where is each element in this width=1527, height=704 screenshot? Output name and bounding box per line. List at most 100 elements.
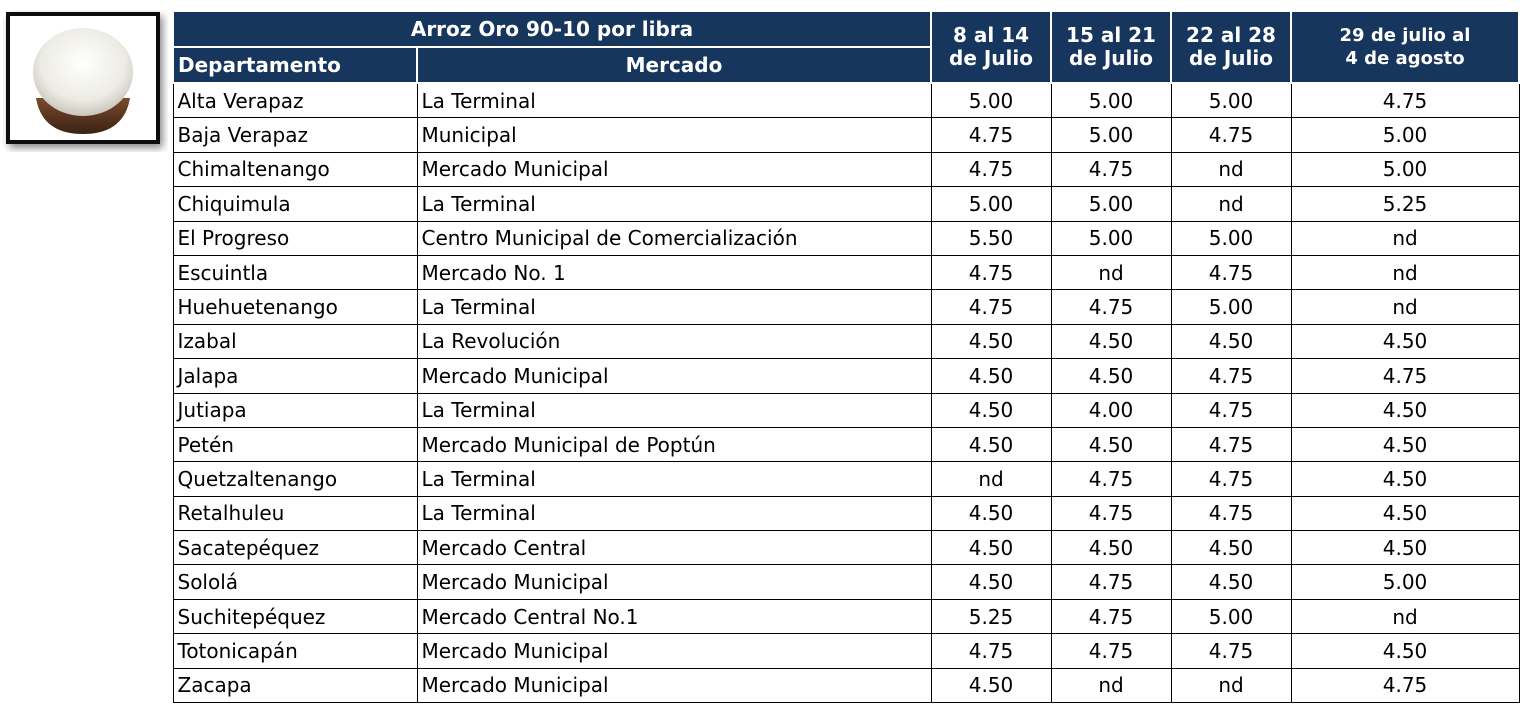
- price-cell: 4.50: [931, 427, 1051, 461]
- price-cell: 4.50: [931, 668, 1051, 702]
- department-cell: Huehuetenango: [173, 290, 417, 324]
- price-cell: 5.00: [1291, 118, 1519, 152]
- price-cell: 4.75: [1051, 152, 1171, 186]
- price-cell: 4.75: [1171, 393, 1291, 427]
- market-cell: Mercado Municipal de Poptún: [417, 427, 931, 461]
- price-cell: 5.50: [931, 221, 1051, 255]
- department-cell: Sololá: [173, 565, 417, 599]
- price-cell: 5.00: [1291, 152, 1519, 186]
- department-cell: Jutiapa: [173, 393, 417, 427]
- price-cell: 4.75: [1171, 462, 1291, 496]
- price-cell: nd: [1051, 668, 1171, 702]
- market-cell: La Terminal: [417, 187, 931, 221]
- price-cell: 4.50: [1291, 634, 1519, 668]
- price-cell: 5.00: [1051, 221, 1171, 255]
- week-header-line: 15 al 21: [1052, 24, 1170, 47]
- price-cell: 4.50: [1171, 565, 1291, 599]
- price-cell: 4.50: [1291, 393, 1519, 427]
- price-cell: 5.00: [1171, 599, 1291, 633]
- department-cell: Chimaltenango: [173, 152, 417, 186]
- price-cell: 4.75: [931, 118, 1051, 152]
- market-cell: La Terminal: [417, 393, 931, 427]
- price-cell: 4.50: [931, 531, 1051, 565]
- price-cell: 4.75: [1171, 359, 1291, 393]
- price-cell: 4.75: [1171, 427, 1291, 461]
- table-title: Arroz Oro 90-10 por libra: [173, 11, 931, 47]
- department-cell: Baja Verapaz: [173, 118, 417, 152]
- market-cell: Mercado No. 1: [417, 255, 931, 289]
- market-cell: Mercado Central No.1: [417, 599, 931, 633]
- week-header-line: 4 de agosto: [1292, 47, 1518, 70]
- price-cell: 4.75: [931, 290, 1051, 324]
- price-cell: nd: [1051, 255, 1171, 289]
- price-cell: nd: [1171, 187, 1291, 221]
- price-cell: 4.75: [1171, 118, 1291, 152]
- department-cell: Totonicapán: [173, 634, 417, 668]
- department-cell: Escuintla: [173, 255, 417, 289]
- table-row: PeténMercado Municipal de Poptún4.504.50…: [173, 427, 1519, 461]
- table-row: RetalhuleuLa Terminal4.504.754.754.50: [173, 496, 1519, 530]
- price-cell: 4.50: [931, 324, 1051, 358]
- price-cell: 4.75: [1051, 290, 1171, 324]
- market-cell: La Terminal: [417, 496, 931, 530]
- price-cell: 4.50: [931, 496, 1051, 530]
- price-cell: 4.50: [1291, 496, 1519, 530]
- price-cell: 4.75: [1051, 599, 1171, 633]
- price-cell: 5.00: [1291, 565, 1519, 599]
- week-header-line: de Julio: [932, 47, 1050, 70]
- department-cell: Sacatepéquez: [173, 531, 417, 565]
- column-header: Mercado: [417, 47, 931, 83]
- department-cell: Chiquimula: [173, 187, 417, 221]
- market-cell: Municipal: [417, 118, 931, 152]
- price-cell: 5.25: [931, 599, 1051, 633]
- price-cell: 4.75: [1051, 565, 1171, 599]
- price-cell: 4.50: [1291, 531, 1519, 565]
- price-cell: 4.50: [1291, 427, 1519, 461]
- department-cell: Alta Verapaz: [173, 83, 417, 118]
- price-cell: 4.75: [1171, 634, 1291, 668]
- table-row: El ProgresoCentro Municipal de Comercial…: [173, 221, 1519, 255]
- price-cell: 4.50: [1051, 324, 1171, 358]
- rice-photo: [2, 10, 168, 152]
- table-row: JalapaMercado Municipal4.504.504.754.75: [173, 359, 1519, 393]
- market-cell: Mercado Municipal: [417, 634, 931, 668]
- price-cell: 4.50: [931, 359, 1051, 393]
- price-cell: 4.75: [931, 152, 1051, 186]
- price-cell: nd: [1171, 668, 1291, 702]
- market-cell: Mercado Municipal: [417, 565, 931, 599]
- market-cell: La Terminal: [417, 290, 931, 324]
- department-cell: Izabal: [173, 324, 417, 358]
- price-cell: 4.50: [1291, 324, 1519, 358]
- price-cell: 4.50: [1051, 427, 1171, 461]
- price-cell: 5.00: [1171, 221, 1291, 255]
- price-cell: 5.00: [1051, 118, 1171, 152]
- market-cell: La Terminal: [417, 83, 931, 118]
- price-cell: 4.50: [1051, 531, 1171, 565]
- price-cell: 4.75: [1171, 496, 1291, 530]
- price-cell: 5.25: [1291, 187, 1519, 221]
- column-header: Departamento: [173, 47, 417, 83]
- week-header-line: de Julio: [1172, 47, 1290, 70]
- price-cell: nd: [1171, 152, 1291, 186]
- market-cell: La Terminal: [417, 462, 931, 496]
- price-cell: 4.75: [1291, 83, 1519, 118]
- price-cell: nd: [1291, 599, 1519, 633]
- price-cell: nd: [931, 462, 1051, 496]
- price-cell: 4.50: [1171, 324, 1291, 358]
- week-header-line: 29 de julio al: [1292, 24, 1518, 47]
- price-cell: 5.00: [1051, 83, 1171, 118]
- price-cell: 5.00: [1171, 83, 1291, 118]
- market-cell: La Revolución: [417, 324, 931, 358]
- price-cell: 4.75: [1291, 668, 1519, 702]
- table-row: QuetzaltenangoLa Terminalnd4.754.754.50: [173, 462, 1519, 496]
